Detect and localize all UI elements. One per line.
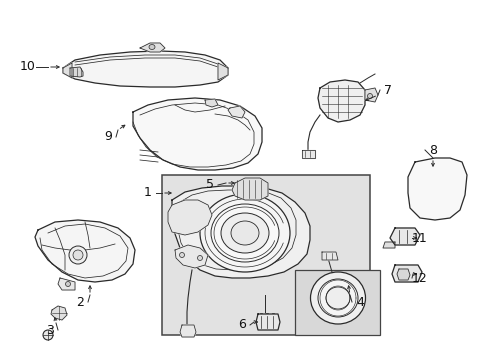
Polygon shape [58,278,75,290]
Ellipse shape [368,94,372,99]
Polygon shape [168,200,212,235]
Polygon shape [408,158,467,220]
Ellipse shape [66,282,71,287]
Polygon shape [365,88,378,102]
Text: 12: 12 [412,271,428,284]
Ellipse shape [43,330,53,340]
Polygon shape [63,51,228,87]
Text: 5: 5 [206,179,214,192]
Text: 10: 10 [20,60,36,73]
Text: 3: 3 [46,324,54,337]
Polygon shape [133,98,262,170]
Ellipse shape [179,252,185,257]
Ellipse shape [326,287,350,309]
Text: 8: 8 [429,144,437,157]
Text: 1: 1 [144,186,152,199]
Ellipse shape [318,279,358,317]
Bar [162,175,370,335]
Text: 2: 2 [76,296,84,309]
Polygon shape [318,80,365,122]
Text: 4: 4 [356,296,364,309]
Polygon shape [397,269,410,280]
Polygon shape [205,99,218,107]
Text: 9: 9 [104,130,112,144]
Polygon shape [383,242,395,248]
Polygon shape [218,63,228,80]
Text: 7: 7 [384,84,392,96]
Polygon shape [140,43,165,52]
Polygon shape [180,325,196,337]
Text: 6: 6 [238,319,246,332]
Polygon shape [302,150,315,158]
Polygon shape [232,178,268,200]
Ellipse shape [311,272,366,324]
Polygon shape [51,306,67,320]
Polygon shape [70,67,83,77]
Ellipse shape [221,213,269,253]
Ellipse shape [69,246,87,264]
Polygon shape [63,63,72,78]
Ellipse shape [211,204,279,262]
Polygon shape [228,106,245,118]
Bar [295,270,380,335]
Polygon shape [390,228,420,245]
Text: 11: 11 [412,231,428,244]
Polygon shape [392,265,422,282]
Polygon shape [175,245,208,268]
Ellipse shape [197,256,202,261]
Polygon shape [172,186,310,278]
Polygon shape [322,252,338,260]
Polygon shape [35,220,135,282]
Ellipse shape [231,221,259,245]
Polygon shape [256,314,280,330]
Ellipse shape [149,45,155,49]
Ellipse shape [73,250,83,260]
Ellipse shape [200,194,290,272]
